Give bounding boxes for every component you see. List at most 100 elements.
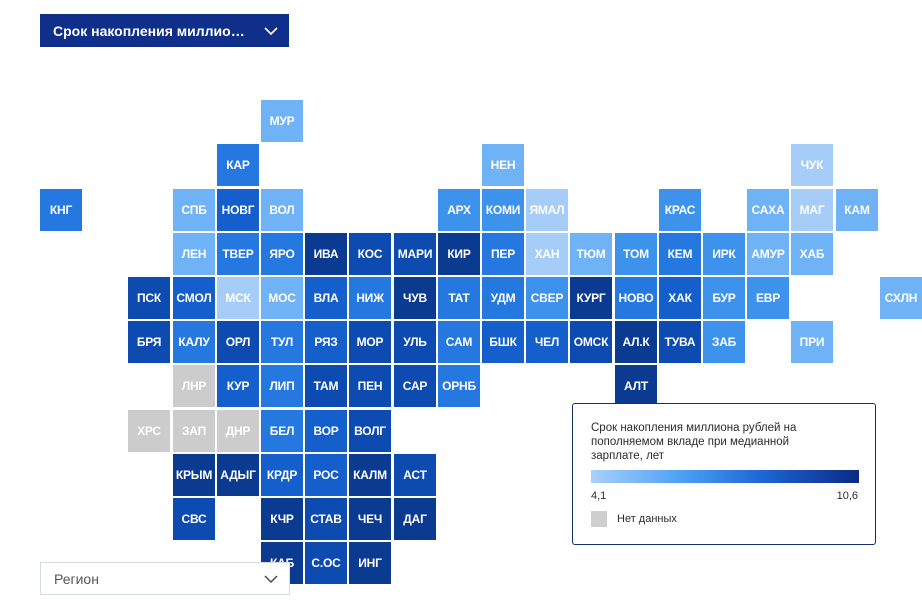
region-tile[interactable]: КАР xyxy=(217,144,259,186)
region-tile[interactable]: БРЯ xyxy=(128,321,170,363)
region-tile[interactable]: КЕМ xyxy=(659,233,701,275)
region-tile[interactable]: СВС xyxy=(173,498,215,540)
region-tile[interactable]: ЧУК xyxy=(791,144,833,186)
region-tile[interactable]: ОМСК xyxy=(570,321,612,363)
metric-dropdown[interactable]: Срок накопления миллиона р... xyxy=(40,14,289,47)
region-tile[interactable]: АРХ xyxy=(438,189,480,231)
region-tile[interactable]: КРАС xyxy=(659,189,701,231)
region-tile[interactable]: ЧЕЛ xyxy=(526,321,568,363)
region-tile[interactable]: ИВА xyxy=(305,233,347,275)
region-tile[interactable]: НИЖ xyxy=(349,277,391,319)
region-tile[interactable]: БЕЛ xyxy=(261,410,303,452)
region-tile[interactable]: САМ xyxy=(438,321,480,363)
region-tile[interactable]: ТВЕР xyxy=(217,233,259,275)
region-tile[interactable]: КЧР xyxy=(261,498,303,540)
region-tile[interactable]: ЛИП xyxy=(261,365,303,407)
region-tile[interactable]: ТЮМ xyxy=(570,233,612,275)
region-tile[interactable]: КОМИ xyxy=(482,189,524,231)
no-data-swatch xyxy=(591,511,607,527)
region-tile[interactable]: ТУЛ xyxy=(261,321,303,363)
region-tile[interactable]: ЯМАЛ xyxy=(526,189,568,231)
region-tile[interactable]: ТОМ xyxy=(615,233,657,275)
legend-max-value: 10,6 xyxy=(836,490,858,502)
region-tile[interactable]: МОР xyxy=(349,321,391,363)
region-tile[interactable]: ВОЛГ xyxy=(349,410,391,452)
region-tile[interactable]: НЕН xyxy=(482,144,524,186)
region-tile[interactable]: АСТ xyxy=(394,454,436,496)
region-tile[interactable]: АДЫГ xyxy=(217,454,259,496)
region-tile[interactable]: ДАГ xyxy=(394,498,436,540)
region-tile[interactable]: ПЕН xyxy=(349,365,391,407)
region-tile[interactable]: ВОР xyxy=(305,410,347,452)
region-tile[interactable]: МУР xyxy=(261,100,303,142)
region-tile[interactable]: ЛНР xyxy=(173,365,215,407)
region-tile[interactable]: БШК xyxy=(482,321,524,363)
region-tile[interactable]: ТАМ xyxy=(305,365,347,407)
region-tile[interactable]: БУР xyxy=(703,277,745,319)
region-tile[interactable]: СХЛН xyxy=(880,277,922,319)
region-tile[interactable]: МАГ xyxy=(791,189,833,231)
region-tile[interactable]: СПБ xyxy=(173,189,215,231)
region-tile[interactable]: ХРС xyxy=(128,410,170,452)
region-tile[interactable]: НОВО xyxy=(615,277,657,319)
region-tile[interactable]: ХАК xyxy=(659,277,701,319)
region-tile[interactable]: ЗАБ xyxy=(703,321,745,363)
region-tile[interactable]: ЛЕН xyxy=(173,233,215,275)
chevron-down-icon xyxy=(264,575,278,583)
region-tile[interactable]: АЛТ xyxy=(615,365,657,407)
region-tile[interactable]: ЧУВ xyxy=(394,277,436,319)
region-tile[interactable]: РЯЗ xyxy=(305,321,347,363)
chevron-down-icon xyxy=(264,27,278,36)
region-tile[interactable]: ЯРО xyxy=(261,233,303,275)
region-tile[interactable]: ВОЛ xyxy=(261,189,303,231)
region-tile[interactable]: РОС xyxy=(305,454,347,496)
region-tile[interactable]: ПРИ xyxy=(791,321,833,363)
legend-color-scale xyxy=(591,470,859,483)
region-tile[interactable]: ИРК xyxy=(703,233,745,275)
region-tile[interactable]: КАЛУ xyxy=(173,321,215,363)
region-tile[interactable]: ХАБ xyxy=(791,233,833,275)
region-tile[interactable]: ДНР xyxy=(217,410,259,452)
region-tile[interactable]: МОС xyxy=(261,277,303,319)
region-tile[interactable]: ИНГ xyxy=(349,542,391,584)
region-tile[interactable]: МСК xyxy=(217,277,259,319)
region-tile[interactable]: КОС xyxy=(349,233,391,275)
region-tile[interactable]: КНГ xyxy=(40,189,82,231)
region-tile[interactable]: КРЫМ xyxy=(173,454,215,496)
region-tile[interactable]: ОРНБ xyxy=(438,365,480,407)
region-tile-map: МУР КАР НЕН ЧУК КНГ СПБ НОВГ ВОЛ АРХ КОМИ ЯМАЛ КРАС… xyxy=(40,100,922,584)
no-data-label: Нет данных xyxy=(617,513,677,525)
region-dropdown[interactable]: Регион xyxy=(40,562,290,595)
region-dropdown-label: Регион xyxy=(54,570,99,587)
region-tile[interactable]: КРДР xyxy=(261,454,303,496)
region-tile[interactable]: ЕВР xyxy=(747,277,789,319)
region-tile[interactable]: ТАТ xyxy=(438,277,480,319)
region-tile[interactable]: КАМ xyxy=(836,189,878,231)
region-tile[interactable]: КАЛМ xyxy=(349,454,391,496)
region-tile[interactable]: ХАН xyxy=(526,233,568,275)
region-tile[interactable]: ЗАП xyxy=(173,410,215,452)
region-tile[interactable]: КИР xyxy=(438,233,480,275)
region-tile[interactable]: УЛЬ xyxy=(394,321,436,363)
region-tile[interactable]: ВЛА xyxy=(305,277,347,319)
region-tile[interactable]: СВЕР xyxy=(526,277,568,319)
region-tile[interactable]: МАРИ xyxy=(394,233,436,275)
region-tile[interactable]: САХА xyxy=(747,189,789,231)
region-tile[interactable]: САР xyxy=(394,365,436,407)
region-tile[interactable]: ОРЛ xyxy=(217,321,259,363)
region-tile[interactable]: КУРГ xyxy=(570,277,612,319)
map-legend: Срок накопления миллиона рублей на попол… xyxy=(572,403,876,545)
region-tile[interactable]: НОВГ xyxy=(217,189,259,231)
region-tile[interactable]: ПСК xyxy=(128,277,170,319)
region-tile[interactable]: С.ОС xyxy=(305,542,347,584)
region-tile[interactable]: ЧЕЧ xyxy=(349,498,391,540)
region-tile[interactable]: ТУВА xyxy=(659,321,701,363)
legend-min-value: 4,1 xyxy=(591,490,607,502)
region-tile[interactable]: АЛ.К xyxy=(615,321,657,363)
region-tile[interactable]: ПЕР xyxy=(482,233,524,275)
region-tile[interactable]: АМУР xyxy=(747,233,789,275)
region-tile[interactable]: КУР xyxy=(217,365,259,407)
region-tile[interactable]: СМОЛ xyxy=(173,277,215,319)
region-tile[interactable]: СТАВ xyxy=(305,498,347,540)
region-tile[interactable]: УДМ xyxy=(482,277,524,319)
